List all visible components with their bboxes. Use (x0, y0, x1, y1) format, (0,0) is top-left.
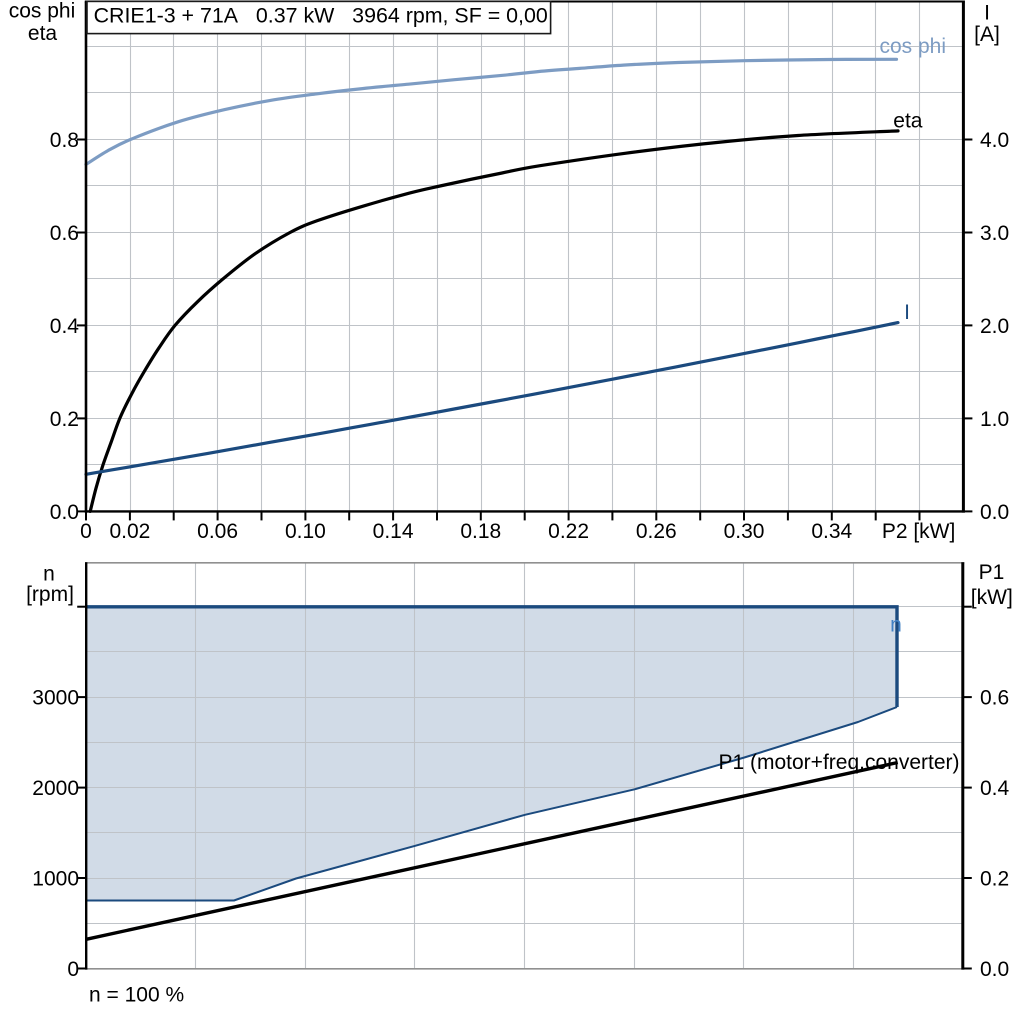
svg-text:P2 [kW]: P2 [kW] (882, 520, 956, 543)
svg-text:[kW]: [kW] (971, 586, 1013, 609)
svg-text:2000: 2000 (32, 777, 79, 800)
svg-text:[A]: [A] (974, 23, 1000, 46)
svg-text:n = 100 %: n = 100 % (89, 984, 184, 1007)
svg-text:2.0: 2.0 (980, 315, 1009, 338)
svg-text:[rpm]: [rpm] (26, 583, 74, 606)
svg-text:0.02: 0.02 (109, 520, 150, 543)
svg-text:n: n (890, 614, 902, 637)
svg-text:1000: 1000 (32, 867, 79, 890)
svg-text:eta: eta (28, 22, 58, 45)
svg-text:0.4: 0.4 (980, 777, 1010, 800)
svg-text:eta: eta (893, 110, 923, 133)
svg-text:0.8: 0.8 (50, 129, 79, 152)
svg-text:I: I (984, 2, 990, 25)
svg-text:0.06: 0.06 (197, 520, 238, 543)
svg-text:I: I (904, 301, 910, 324)
svg-text:0.22: 0.22 (548, 520, 589, 543)
svg-text:0: 0 (80, 520, 92, 543)
svg-text:0.2: 0.2 (50, 408, 79, 431)
svg-text:0.6: 0.6 (980, 687, 1009, 710)
svg-text:0.30: 0.30 (724, 520, 765, 543)
svg-text:3000: 3000 (32, 687, 79, 710)
svg-text:0.4: 0.4 (50, 315, 80, 338)
svg-text:1.0: 1.0 (980, 408, 1009, 431)
svg-text:3.0: 3.0 (980, 222, 1009, 245)
svg-text:0.14: 0.14 (373, 520, 414, 543)
svg-text:CRIE1-3 + 71A 0.37 kW 3964: CRIE1-3 + 71A 0.37 kW 3964 rpm, SF = 0,0… (94, 4, 548, 28)
svg-text:cos phi: cos phi (9, 0, 76, 22)
svg-text:P1 (motor+freq.converter): P1 (motor+freq.converter) (718, 751, 959, 774)
svg-text:0.0: 0.0 (980, 501, 1009, 524)
svg-text:cos phi: cos phi (879, 35, 946, 58)
svg-text:0.0: 0.0 (980, 958, 1009, 981)
svg-text:0.26: 0.26 (636, 520, 677, 543)
svg-text:n: n (43, 563, 55, 586)
svg-text:0: 0 (67, 958, 79, 981)
svg-text:0.34: 0.34 (811, 520, 852, 543)
svg-text:P1: P1 (979, 561, 1005, 584)
svg-text:0.10: 0.10 (285, 520, 326, 543)
svg-text:4.0: 4.0 (980, 129, 1009, 152)
svg-text:0.18: 0.18 (460, 520, 501, 543)
svg-text:0.6: 0.6 (50, 222, 79, 245)
svg-text:0.2: 0.2 (980, 867, 1009, 890)
svg-text:0.0: 0.0 (50, 501, 79, 524)
